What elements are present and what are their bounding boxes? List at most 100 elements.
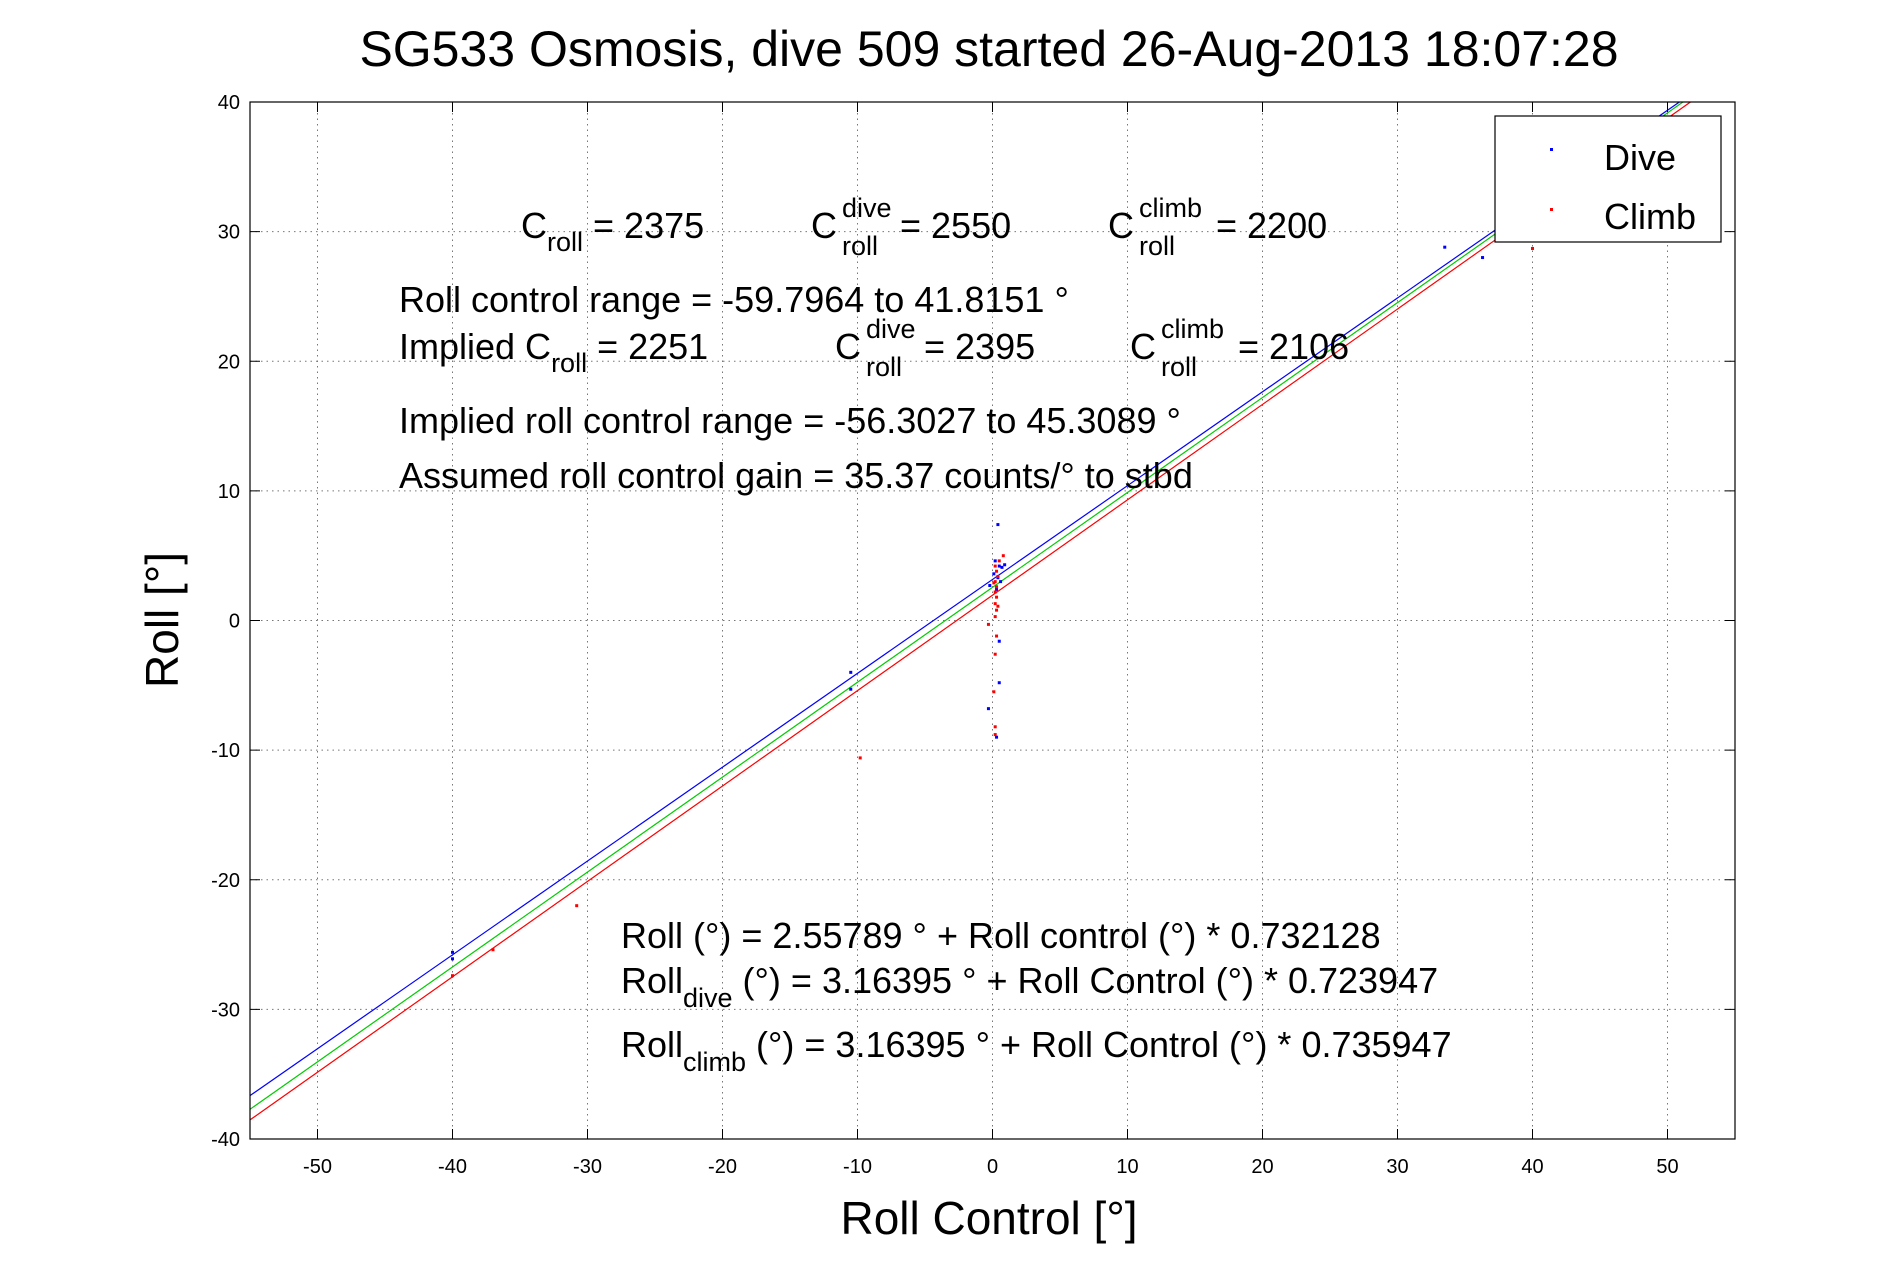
implied-c-dive-superscript: dive	[866, 314, 916, 344]
y-tick-label: 10	[218, 481, 240, 503]
y-tick-label: 40	[218, 92, 240, 114]
point-climb	[1001, 554, 1005, 558]
point-climb	[992, 581, 996, 585]
fit-climb-subscript: climb	[683, 1047, 746, 1077]
point-climb	[575, 904, 579, 908]
y-tick-label: 20	[218, 351, 240, 373]
data-points	[451, 245, 1534, 978]
legend: Dive Climb	[1494, 115, 1722, 243]
point-climb	[451, 974, 454, 978]
legend-box	[1494, 115, 1722, 243]
point-climb	[995, 634, 999, 638]
point-dive	[997, 564, 1001, 568]
implied-c-climb-value: = 2106	[1238, 326, 1349, 367]
x-tick-label: -10	[843, 1156, 872, 1178]
point-dive	[451, 957, 454, 961]
implied-c-climb-subscript: roll	[1161, 352, 1197, 382]
x-tick-label: 10	[1116, 1156, 1138, 1178]
implied-c-roll-text: Implied Croll = 2251	[399, 326, 708, 378]
point-dive	[995, 735, 999, 739]
fit-equation-climb: Rollclimb (°) = 3.16395 ° + Roll Control…	[621, 1024, 1452, 1077]
c-dive-value: = 2550	[900, 205, 1011, 246]
legend-climb-marker	[1550, 208, 1553, 211]
y-tick-label: -20	[211, 870, 240, 892]
point-dive	[1481, 256, 1485, 260]
point-dive	[1000, 565, 1004, 569]
fit-climb-roll: Roll	[621, 1024, 683, 1065]
c-dive-letter: C	[811, 205, 837, 246]
x-tick-label: -50	[303, 1156, 332, 1178]
point-dive	[451, 950, 454, 954]
c-climb-superscript: climb	[1139, 193, 1202, 223]
point-dive	[993, 559, 997, 563]
c-climb-subscript: roll	[1139, 231, 1175, 261]
x-tick-label: 0	[987, 1156, 998, 1178]
c-roll-value: = 2375	[583, 205, 704, 246]
y-tick-label: -10	[211, 740, 240, 762]
point-dive	[992, 572, 996, 576]
c-roll-subscript: roll	[547, 227, 583, 257]
point-dive	[997, 639, 1001, 643]
c-roll-text: Croll = 2375	[521, 205, 704, 257]
c-climb-value: = 2200	[1216, 205, 1327, 246]
point-climb	[992, 690, 996, 694]
implied-c-dive-letter: C	[835, 326, 861, 367]
assumed-roll-control-gain: Assumed roll control gain = 35.37 counts…	[399, 455, 1193, 496]
implied-c-climb-letter: C	[1130, 326, 1156, 367]
plot-area-frame	[249, 101, 1736, 1140]
y-tick-label: -30	[211, 999, 240, 1021]
point-dive	[995, 587, 999, 591]
fit-line-combined	[249, 101, 1684, 1110]
point-dive	[986, 707, 990, 711]
fit-climb-rest: (°) = 3.16395 ° + Roll Control (°) * 0.7…	[746, 1024, 1452, 1065]
point-climb	[993, 590, 997, 594]
implied-c-roll-value: = 2251	[587, 326, 708, 367]
x-tick-label: 50	[1656, 1156, 1678, 1178]
implied-c-roll-prefix: Implied C	[399, 326, 551, 367]
roll-control-range: Roll control range = -59.7964 to 41.8151…	[399, 279, 1069, 320]
point-dive	[849, 687, 853, 691]
implied-c-dive-value: = 2395	[924, 326, 1035, 367]
y-tick-label: -40	[211, 1129, 240, 1151]
legend-dive-marker	[1550, 148, 1553, 151]
implied-c-climb-superscript: climb	[1161, 314, 1224, 344]
point-climb	[491, 948, 495, 952]
fit-line-climb	[249, 101, 1691, 1121]
point-climb	[993, 733, 997, 737]
point-dive	[997, 681, 1001, 685]
fit-dive-roll: Roll	[621, 960, 683, 1001]
point-climb	[995, 595, 999, 599]
implied-c-roll-subscript: roll	[551, 348, 587, 378]
fit-equation-all: Roll (°) = 2.55789 ° + Roll control (°) …	[621, 915, 1381, 956]
fit-line-dive	[249, 101, 1680, 1097]
implied-roll-control-range: Implied roll control range = -56.3027 to…	[399, 400, 1181, 441]
fit-equation-dive: Rolldive (°) = 3.16395 ° + Roll Control …	[621, 960, 1438, 1013]
legend-dive-label: Dive	[1604, 137, 1676, 178]
point-dive	[996, 523, 1000, 527]
c-dive-subscript: roll	[842, 231, 878, 261]
point-climb	[993, 725, 997, 729]
point-climb	[995, 569, 999, 573]
c-climb-letter: C	[1108, 205, 1134, 246]
point-dive	[988, 584, 992, 588]
point-climb	[997, 559, 1001, 563]
x-tick-label: 40	[1521, 1156, 1543, 1178]
fit-dive-subscript: dive	[683, 983, 733, 1013]
point-climb	[996, 604, 1000, 608]
point-climb	[996, 574, 1000, 578]
x-tick-label: 30	[1386, 1156, 1408, 1178]
chart-title: SG533 Osmosis, dive 509 started 26-Aug-2…	[359, 21, 1618, 77]
axis-ticks: -50 -40 -30 -20 -10 0 10 20 30 40 50 -40 -30 -20 -10 0 1…	[211, 92, 1735, 1178]
y-axis-label: Roll [°]	[136, 552, 188, 688]
x-tick-label: -40	[438, 1156, 467, 1178]
point-dive	[849, 670, 853, 674]
point-dive	[999, 580, 1003, 584]
c-dive-superscript: dive	[842, 193, 892, 223]
point-climb	[1531, 246, 1534, 250]
point-climb	[858, 756, 862, 760]
point-climb	[993, 615, 997, 619]
c-roll-annotation: Croll = 2375 C dive roll = 2550 C climb …	[521, 193, 1327, 261]
y-tick-label: 30	[218, 222, 240, 244]
point-climb	[995, 585, 999, 589]
